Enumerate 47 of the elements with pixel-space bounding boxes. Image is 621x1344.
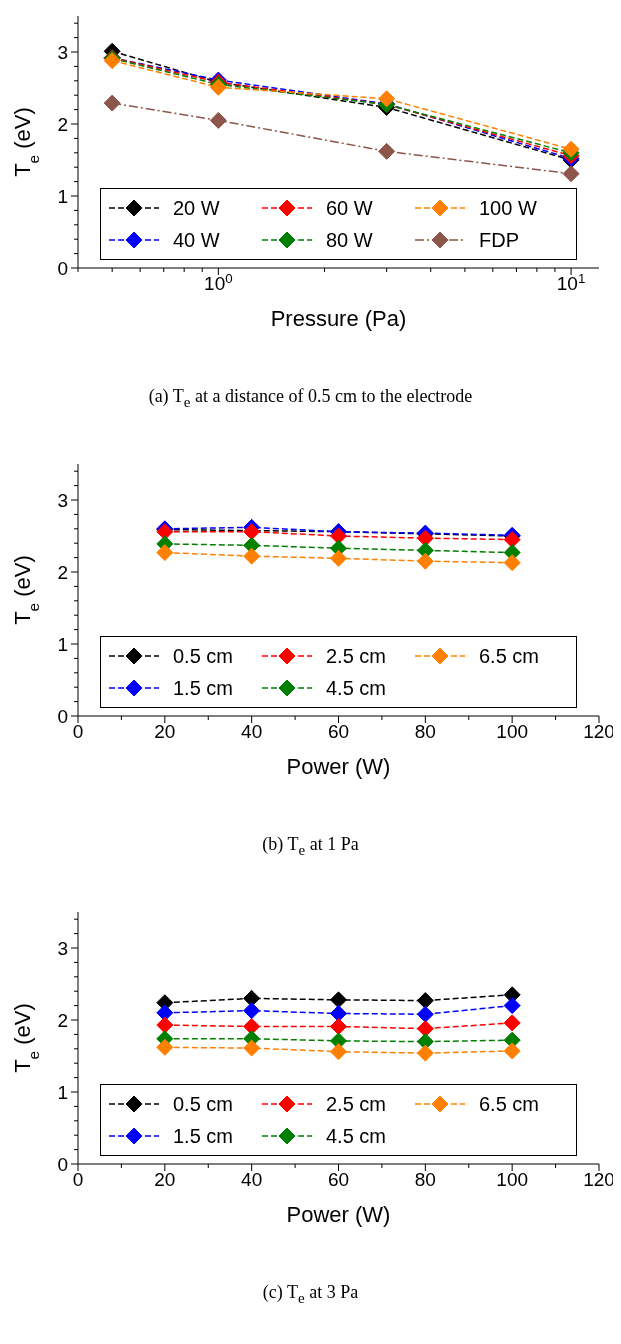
- x-axis-title: Pressure (Pa): [270, 306, 407, 331]
- x-tick-label: 10$^{1}$: [556, 270, 586, 294]
- x-tick-label: 80: [414, 721, 436, 742]
- text: (a) T$_{e}$ at a distance of 0.5 cm to the electrode: [147, 386, 474, 411]
- y-tick-label: 1: [57, 634, 68, 655]
- legend-label: 2.5 cm: [326, 1092, 387, 1116]
- legend-label: 20 W: [173, 196, 220, 220]
- legend-label: 6.5 cm: [479, 644, 540, 668]
- x-axis-title: Power (W): [286, 754, 391, 779]
- x-tick-label: 0: [72, 721, 84, 742]
- legend-label: 1.5 cm: [173, 676, 234, 700]
- y-tick-label: 1: [57, 186, 68, 207]
- y-tick-label: 2: [57, 114, 68, 135]
- legend-label: 40 W: [173, 228, 220, 252]
- x-tick-label: 20: [154, 1169, 176, 1190]
- x-tick-label: 40: [241, 1169, 263, 1190]
- x-tick-label: 80: [414, 1169, 436, 1190]
- x-tick-label: 100: [496, 1169, 529, 1190]
- legend-label: 0.5 cm: [173, 644, 234, 668]
- text: (b) T$_{e}$ at 1 Pa: [261, 834, 360, 859]
- y-tick-label: 3: [57, 42, 68, 63]
- x-tick-label: 100: [496, 721, 529, 742]
- legend-label: FDP: [479, 228, 519, 252]
- legend-label: 4.5 cm: [326, 676, 387, 700]
- y-tick-label: 3: [57, 938, 68, 959]
- x-tick-label: 60: [327, 721, 350, 742]
- x-tick-label: 40: [241, 721, 263, 742]
- legend-label: 60 W: [326, 196, 373, 220]
- y-tick-label: 3: [57, 490, 68, 511]
- x-tick-label: 10$^{0}$: [204, 270, 233, 294]
- legend-label: 1.5 cm: [173, 1124, 234, 1148]
- x-tick-label: 20: [154, 721, 176, 742]
- text: (c) T$_{e}$ at 3 Pa: [261, 1282, 360, 1307]
- legend-label: 4.5 cm: [326, 1124, 387, 1148]
- y-tick-label: 0: [57, 706, 68, 727]
- legend-label: 6.5 cm: [479, 1092, 540, 1116]
- x-tick-label: 60: [327, 1169, 350, 1190]
- x-tick-label: 0: [72, 1169, 84, 1190]
- y-tick-label: 0: [57, 1154, 68, 1175]
- y-tick-label: 2: [57, 562, 68, 583]
- legend-label: 80 W: [326, 228, 373, 252]
- y-tick-label: 1: [57, 1082, 68, 1103]
- y-tick-label: 2: [57, 1010, 68, 1031]
- legend-label: 100 W: [479, 196, 537, 220]
- legend-label: 2.5 cm: [326, 644, 387, 668]
- x-axis-title: Power (W): [286, 1202, 391, 1227]
- legend-label: 0.5 cm: [173, 1092, 234, 1116]
